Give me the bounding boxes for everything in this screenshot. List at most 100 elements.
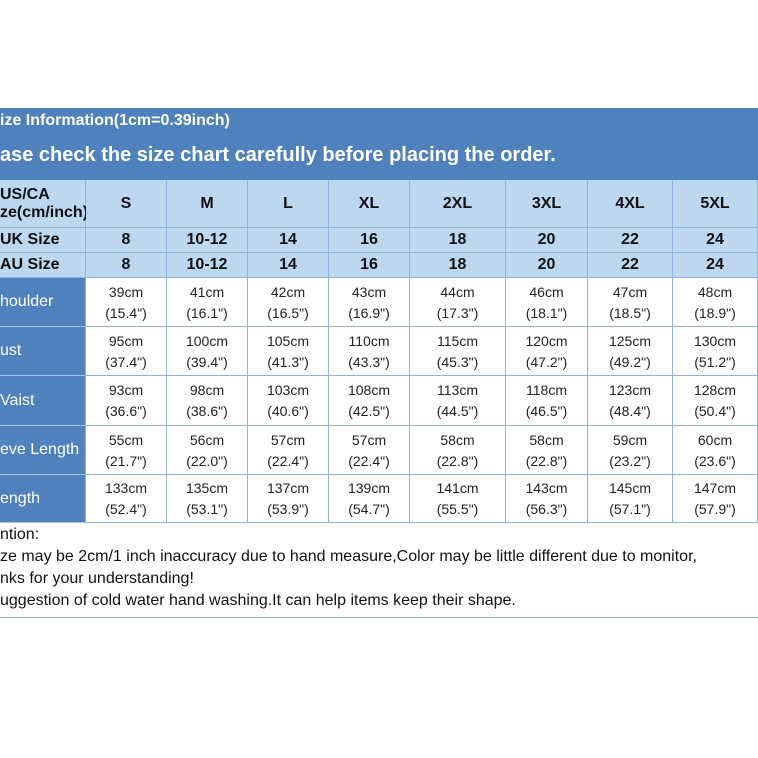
data-cell: 147cm (57.9")	[673, 475, 758, 523]
data-cell: 55cm (21.7")	[86, 426, 167, 475]
inch-value: (16.5")	[267, 304, 309, 321]
size-label: UK Size	[0, 231, 60, 248]
data-cell: 128cm (50.4")	[673, 376, 758, 426]
data-cell: 39cm (15.4")	[86, 278, 167, 327]
cm-value: 125cm	[608, 332, 652, 349]
cm-value: 48cm	[697, 283, 733, 300]
size-value: 16	[360, 256, 378, 273]
data-cell: 43cm (16.9")	[329, 278, 410, 327]
column-header: XL	[329, 180, 410, 228]
data-cell: 105cm (41.3")	[248, 327, 329, 376]
data-cell: 137cm (53.9")	[248, 475, 329, 523]
data-cell: 58cm (22.8")	[506, 426, 588, 475]
data-cell: 135cm (53.1")	[167, 475, 248, 523]
row-label: ength	[0, 489, 41, 507]
inch-value: (21.7")	[105, 452, 147, 469]
size-cell: 16	[329, 228, 410, 253]
inch-value: (15.4")	[105, 304, 147, 321]
size-value: 22	[621, 231, 639, 248]
size-cell: 24	[673, 228, 758, 253]
inch-value: (40.6")	[267, 403, 309, 420]
data-cell: 120cm (47.2")	[506, 327, 588, 376]
inch-value: (16.1")	[186, 304, 228, 321]
data-cell: 42cm (16.5")	[248, 278, 329, 327]
cm-value: 44cm	[440, 283, 475, 300]
size-cell: 18	[410, 253, 506, 278]
size-cell: 8	[86, 228, 167, 253]
cm-value: 130cm	[693, 332, 737, 349]
inch-value: (17.3")	[436, 304, 479, 321]
cm-value: 143cm	[525, 480, 568, 497]
inch-value: (37.4")	[105, 353, 147, 370]
size-value: 24	[706, 231, 724, 248]
cm-value: 147cm	[693, 480, 737, 497]
inch-value: (55.5")	[436, 500, 479, 517]
inch-value: (44.5")	[436, 403, 479, 420]
size-value: 10-12	[186, 256, 228, 273]
note-line: nks for your understanding!	[0, 570, 194, 587]
size-value: 8	[121, 231, 131, 248]
cm-value: 56cm	[189, 431, 225, 448]
column-label: 2XL	[442, 194, 473, 212]
size-value: 22	[621, 256, 639, 273]
column-label: 4XL	[615, 194, 645, 212]
size-value: 14	[279, 256, 297, 273]
note-line: uggestion of cold water hand washing.It …	[0, 592, 516, 609]
inch-value: (57.9")	[694, 500, 736, 517]
cm-value: 39cm	[108, 283, 144, 300]
column-label: M	[200, 194, 214, 212]
cm-value: 128cm	[693, 381, 737, 398]
cm-value: 100cm	[185, 332, 229, 349]
column-header: S	[86, 180, 167, 228]
size-value: 8	[121, 256, 131, 273]
inch-value: (23.2")	[609, 452, 651, 469]
cm-value: 57cm	[351, 431, 387, 448]
inch-value: (42.5")	[348, 403, 390, 420]
size-cell: 16	[329, 253, 410, 278]
note-line: ntion:	[0, 526, 40, 543]
data-cell: 60cm (23.6")	[673, 426, 758, 475]
size-cell: 22	[588, 228, 673, 253]
column-header: 3XL	[506, 180, 588, 228]
data-cell: 141cm (55.5")	[410, 475, 506, 523]
cm-value: 43cm	[351, 283, 387, 300]
data-cell: 59cm (23.2")	[588, 426, 673, 475]
inch-value: (22.0")	[186, 452, 228, 469]
column-label: L	[283, 194, 293, 212]
row-label: houlder	[0, 293, 54, 310]
cm-value: 139cm	[347, 480, 391, 497]
row-label-cell: ength	[0, 475, 86, 523]
data-cell: 48cm (18.9")	[673, 278, 758, 327]
cm-value: 110cm	[348, 332, 390, 349]
inch-value: (16.9")	[348, 304, 390, 321]
size-cell: 18	[410, 228, 506, 253]
data-cell: 108cm (42.5")	[329, 376, 410, 426]
cm-value: 137cm	[266, 480, 310, 497]
data-cell: 125cm (49.2")	[588, 327, 673, 376]
cm-value: 145cm	[608, 480, 652, 497]
size-value: 18	[448, 231, 467, 248]
data-cell: 115cm (45.3")	[410, 327, 506, 376]
cm-value: 141cm	[436, 480, 479, 497]
size-row-label: AU Size	[0, 253, 86, 278]
data-cell: 47cm (18.5")	[588, 278, 673, 327]
cm-value: 93cm	[108, 381, 144, 398]
row-label-cell: ust	[0, 327, 86, 376]
data-cell: 113cm (44.5")	[410, 376, 506, 426]
inch-value: (18.9")	[694, 304, 736, 321]
cm-value: 113cm	[437, 381, 478, 398]
cm-value: 60cm	[697, 431, 733, 448]
size-label: AU Size	[0, 256, 60, 273]
data-cell: 100cm (39.4")	[167, 327, 248, 376]
size-cell: 14	[248, 253, 329, 278]
data-cell: 103cm (40.6")	[248, 376, 329, 426]
size-cell: 20	[506, 253, 588, 278]
inch-value: (23.6")	[694, 452, 736, 469]
data-cell: 57cm (22.4")	[329, 426, 410, 475]
inch-value: (22.8")	[525, 452, 568, 469]
column-label: 5XL	[700, 194, 730, 212]
data-cell: 56cm (22.0")	[167, 426, 248, 475]
corner-text: US/CA	[0, 185, 50, 203]
cm-value: 105cm	[266, 332, 310, 349]
